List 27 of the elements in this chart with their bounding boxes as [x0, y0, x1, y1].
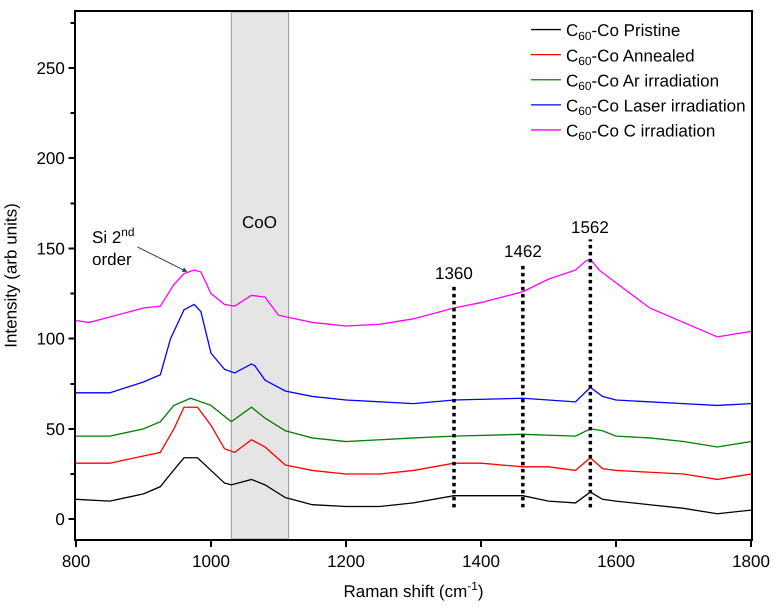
legend-label: C$_{60}$-Co Ar irradiation [566, 71, 720, 93]
x-tick-label: 1800 [732, 552, 770, 572]
annotation: 1360 [435, 264, 473, 283]
y-tick-label: 50 [46, 420, 65, 439]
annotation: 1462 [504, 242, 542, 261]
legend-label: C$_{60}$-Co C irradiation [566, 122, 716, 144]
y-tick-label: 250 [36, 58, 65, 78]
line-series [76, 398, 751, 448]
x-axis-title: Raman shift (cm$^{-1}$) [344, 578, 484, 602]
x-tick-label: 1000 [192, 552, 230, 572]
x-tick-label: 1400 [462, 552, 500, 572]
y-tick-label: 150 [36, 239, 65, 258]
legend-label: C$_{60}$-Co Laser irradiation [566, 96, 746, 118]
y-axis-title: Intensity (arb units) [2, 203, 21, 348]
y-tick-label: 100 [36, 330, 65, 349]
legend-label: C$_{60}$-Co Pristine [566, 21, 680, 43]
x-tick-label: 800 [62, 552, 90, 572]
band-label: CoO [242, 213, 277, 232]
y-tick-label: 0 [55, 510, 65, 530]
line-series [76, 406, 751, 480]
y-tick-label: 200 [36, 149, 65, 168]
x-tick-label: 1200 [327, 552, 365, 572]
legend-label: C$_{60}$-Co Annealed [566, 46, 695, 68]
annotation: Si 2$^{nd}$ order [92, 225, 135, 270]
line-series [76, 304, 751, 406]
annotation: 1562 [571, 218, 609, 237]
x-tick-label: 1600 [597, 552, 635, 572]
